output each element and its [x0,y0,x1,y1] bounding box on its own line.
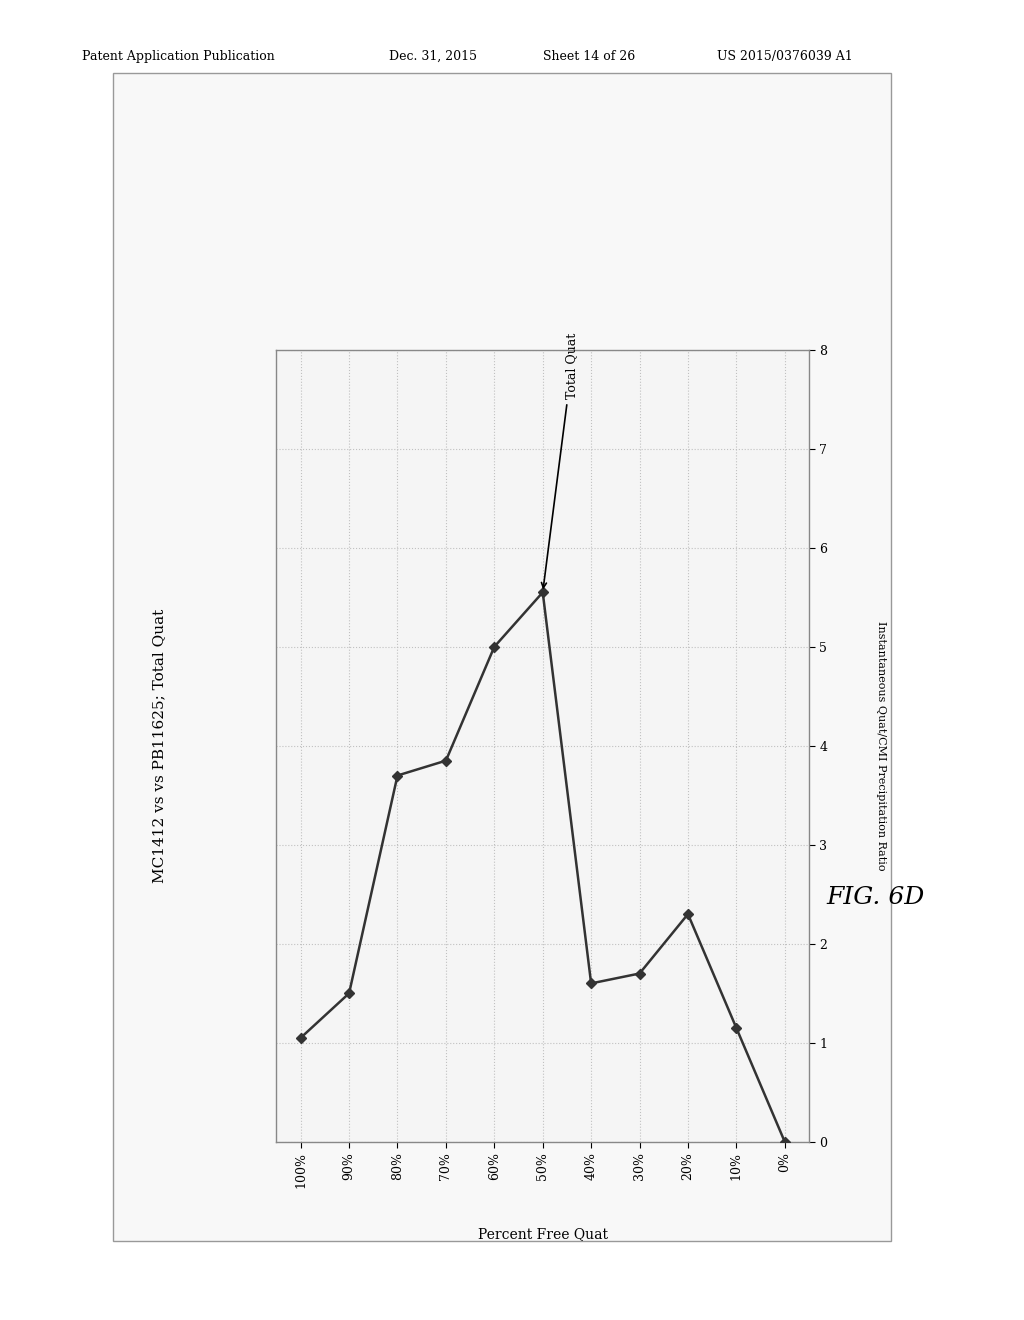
Text: Patent Application Publication: Patent Application Publication [82,50,274,63]
Text: MC1412 vs vs PB11625; Total Quat: MC1412 vs vs PB11625; Total Quat [152,609,166,883]
Text: Total Quat: Total Quat [542,333,579,587]
Text: Dec. 31, 2015: Dec. 31, 2015 [389,50,477,63]
Text: FIG. 6D: FIG. 6D [826,886,925,909]
Y-axis label: Instantaneous Quat/CMI Precipitation Ratio: Instantaneous Quat/CMI Precipitation Rat… [876,620,886,871]
Text: Sheet 14 of 26: Sheet 14 of 26 [543,50,635,63]
Text: US 2015/0376039 A1: US 2015/0376039 A1 [717,50,853,63]
X-axis label: Percent Free Quat: Percent Free Quat [478,1228,607,1241]
